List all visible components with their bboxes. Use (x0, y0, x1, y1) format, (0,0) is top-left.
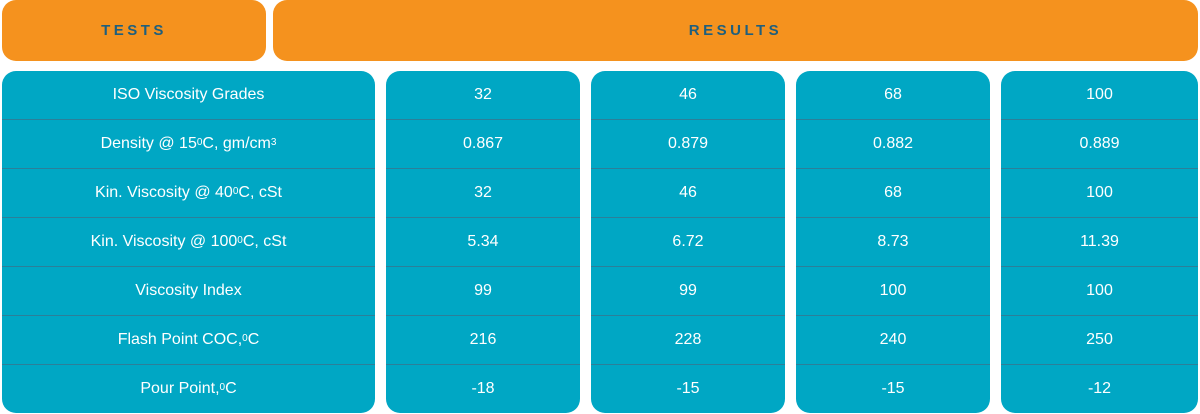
test-row-density: Density @ 15 0 C, gm/cm 3 (2, 119, 375, 168)
test-label: ISO Viscosity Grades (112, 86, 265, 103)
result-cell: -15 (591, 364, 785, 413)
result-cell: 100 (1001, 266, 1198, 315)
result-cell: 240 (796, 315, 990, 364)
result-cell: 250 (1001, 315, 1198, 364)
result-cell: -15 (796, 364, 990, 413)
test-row-kin-visc-40: Kin. Viscosity @ 40 0 C, cSt (2, 168, 375, 217)
result-cell: 5.34 (386, 217, 580, 266)
result-cell: 46 (591, 168, 785, 217)
results-column-grade-32: 32 0.867 32 5.34 99 216 -18 (386, 71, 580, 413)
test-row-kin-visc-100: Kin. Viscosity @ 100 0 C, cSt (2, 217, 375, 266)
results-header: RESULTS (273, 0, 1198, 61)
test-label: Kin. Viscosity @ 100 (90, 233, 238, 250)
result-cell: 32 (474, 86, 492, 103)
result-cell: 228 (591, 315, 785, 364)
result-cell: 216 (386, 315, 580, 364)
test-label-unit: C, cSt (238, 184, 282, 201)
test-label: Flash Point COC, (117, 331, 243, 348)
results-column-grade-68: 68 0.882 68 8.73 100 240 -15 (796, 71, 990, 413)
test-label: Kin. Viscosity @ 40 (95, 184, 233, 201)
result-cell: 100 (1001, 168, 1198, 217)
result-cell: 68 (796, 168, 990, 217)
result-cell: 99 (591, 266, 785, 315)
result-cell: 100 (796, 266, 990, 315)
result-cell: 0.867 (386, 119, 580, 168)
result-cell: 68 (884, 86, 902, 103)
result-cell: -12 (1001, 364, 1198, 413)
test-row-visc-index: Viscosity Index (2, 266, 375, 315)
result-cell: -18 (386, 364, 580, 413)
test-label-unit: C, gm/cm (202, 135, 271, 152)
result-cell: 46 (679, 86, 697, 103)
test-label: Viscosity Index (135, 282, 242, 299)
tests-header: TESTS (2, 0, 266, 61)
test-label: Pour Point, (140, 380, 220, 397)
test-row-iso-grade: ISO Viscosity Grades (2, 71, 375, 119)
result-cell: 0.879 (591, 119, 785, 168)
test-label-unit: C (225, 380, 237, 397)
result-cell: 0.882 (796, 119, 990, 168)
test-label: Density @ 15 (100, 135, 197, 152)
result-cell: 99 (386, 266, 580, 315)
test-label-unit: C, cSt (242, 233, 287, 250)
tests-column: ISO Viscosity Grades Density @ 15 0 C, gm… (2, 71, 375, 413)
test-label-unit: C (247, 331, 260, 348)
results-column-grade-46: 46 0.879 46 6.72 99 228 -15 (591, 71, 785, 413)
result-cell: 8.73 (796, 217, 990, 266)
result-cell: 6.72 (591, 217, 785, 266)
result-cell: 100 (1086, 86, 1113, 103)
result-cell: 11.39 (1001, 217, 1198, 266)
result-cell: 0.889 (1001, 119, 1198, 168)
results-column-grade-100: 100 0.889 100 11.39 100 250 -12 (1001, 71, 1198, 413)
result-cell: 32 (386, 168, 580, 217)
